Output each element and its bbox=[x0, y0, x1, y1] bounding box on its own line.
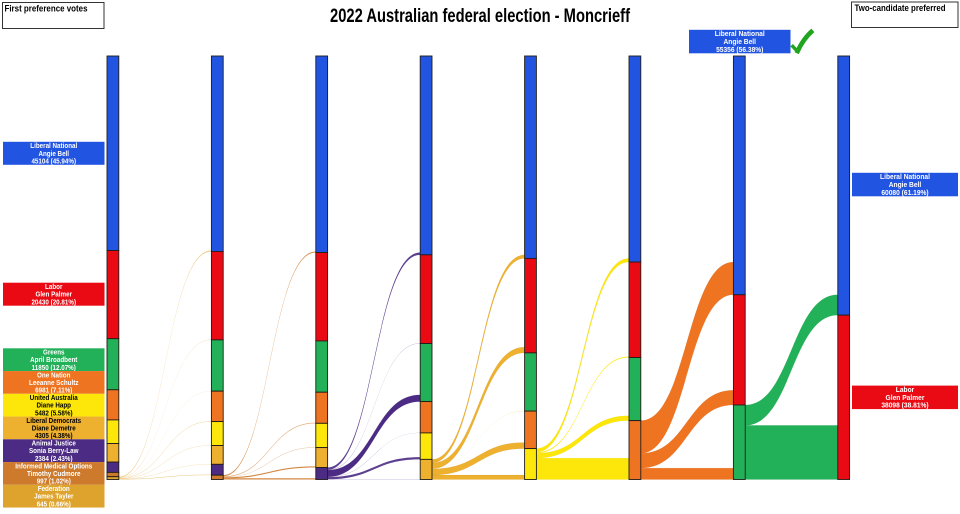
svg-text:Animal Justice: Animal Justice bbox=[32, 441, 76, 448]
svg-text:645 (0.66%): 645 (0.66%) bbox=[37, 501, 71, 508]
svg-text:Glen Palmer: Glen Palmer bbox=[35, 292, 72, 299]
svg-text:Labor: Labor bbox=[896, 387, 915, 394]
svg-text:Angie Bell: Angie Bell bbox=[38, 151, 69, 158]
svg-text:55356 (56.38%): 55356 (56.38%) bbox=[716, 47, 763, 54]
svg-text:Angie Bell: Angie Bell bbox=[889, 182, 922, 189]
svg-text:Angie Bell: Angie Bell bbox=[724, 39, 757, 46]
svg-text:997 (1.02%): 997 (1.02%) bbox=[37, 479, 71, 486]
svg-text:20430 (20.81%): 20430 (20.81%) bbox=[31, 299, 76, 306]
svg-text:Diane Demetre: Diane Demetre bbox=[32, 425, 76, 432]
svg-text:11850 (12.07%): 11850 (12.07%) bbox=[32, 365, 76, 372]
svg-text:Liberal National: Liberal National bbox=[715, 31, 765, 38]
svg-text:Timothy Cudmore: Timothy Cudmore bbox=[27, 471, 81, 478]
svg-text:Liberal Democrats: Liberal Democrats bbox=[26, 418, 81, 425]
svg-text:Labor: Labor bbox=[45, 284, 63, 291]
svg-text:Informed Medical Options: Informed Medical Options bbox=[15, 463, 92, 470]
svg-text:Diane Happ: Diane Happ bbox=[37, 403, 72, 410]
svg-text:Liberal National: Liberal National bbox=[30, 143, 77, 150]
svg-text:Sonia Berry-Law: Sonia Berry-Law bbox=[29, 448, 79, 455]
svg-text:45104 (45.94%): 45104 (45.94%) bbox=[31, 158, 76, 165]
svg-text:James Tayler: James Tayler bbox=[34, 494, 74, 501]
svg-text:5482 (5.58%): 5482 (5.58%) bbox=[35, 410, 73, 417]
svg-text:United Australia: United Australia bbox=[30, 395, 78, 402]
svg-text:6981 (7.11%): 6981 (7.11%) bbox=[35, 388, 72, 395]
svg-text:Two-candidate preferred: Two-candidate preferred bbox=[855, 3, 946, 13]
svg-text:Greens: Greens bbox=[43, 350, 65, 357]
svg-text:Leeanne Schultz: Leeanne Schultz bbox=[29, 380, 79, 387]
svg-text:38098 (38.81%): 38098 (38.81%) bbox=[881, 403, 928, 410]
svg-text:Glen Palmer: Glen Palmer bbox=[886, 395, 925, 402]
svg-text:Federation: Federation bbox=[38, 486, 70, 493]
svg-text:4305 (4.38%): 4305 (4.38%) bbox=[35, 433, 73, 440]
svg-text:April Broadbent: April Broadbent bbox=[30, 357, 78, 364]
svg-text:2022 Australian federal electi: 2022 Australian federal election - Moncr… bbox=[330, 6, 631, 27]
svg-text:One Nation: One Nation bbox=[37, 372, 70, 379]
svg-text:60080 (61.19%): 60080 (61.19%) bbox=[881, 190, 928, 197]
svg-text:2384 (2.43%): 2384 (2.43%) bbox=[35, 456, 73, 463]
svg-text:First preference votes: First preference votes bbox=[5, 4, 88, 14]
svg-text:Liberal National: Liberal National bbox=[880, 174, 930, 181]
